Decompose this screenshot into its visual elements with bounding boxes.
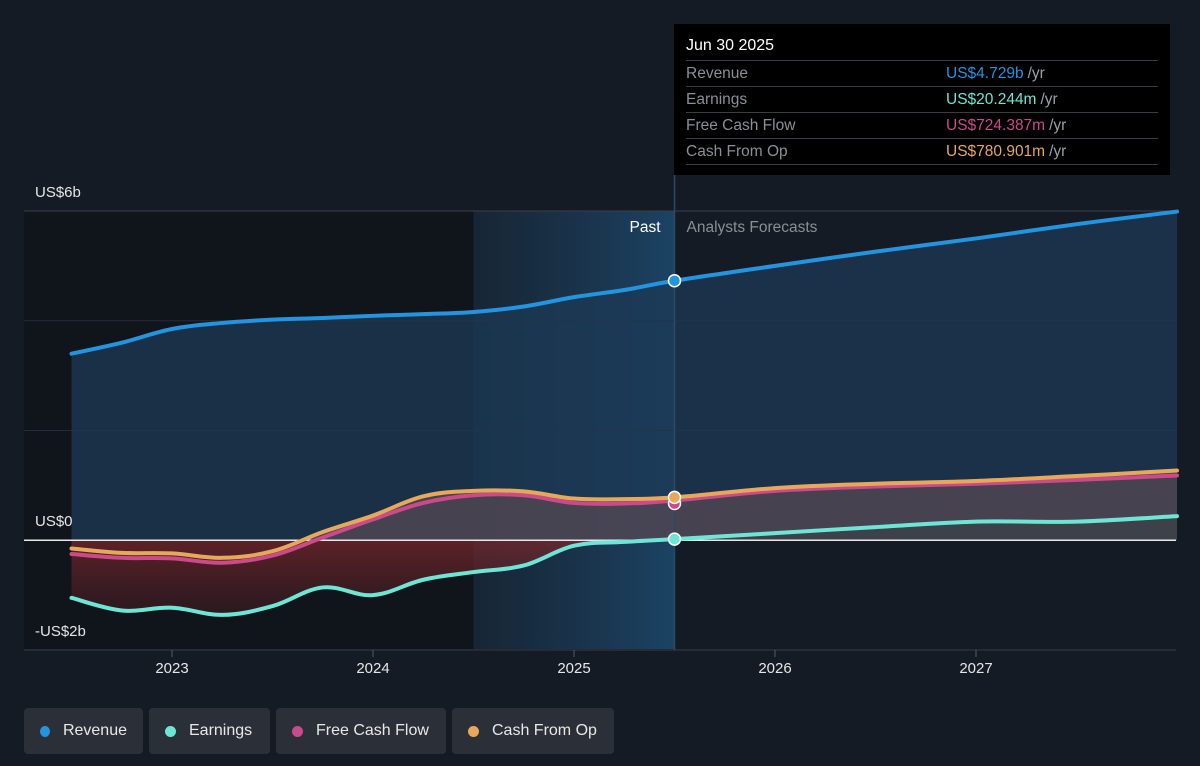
x-tick-label: 2023 [155, 660, 189, 677]
tooltip-unit: /yr [1040, 91, 1058, 108]
tooltip-date: Jun 30 2025 [686, 36, 1158, 61]
tooltip-label: Free Cash Flow [686, 117, 796, 134]
negative-area [71, 540, 1177, 615]
tooltip-label: Cash From Op [686, 143, 788, 160]
x-tick-label: 2025 [557, 660, 591, 677]
legend-label: Cash From Op [492, 722, 597, 739]
tooltip-label: Revenue [686, 65, 749, 82]
legend-label: Free Cash Flow [316, 722, 429, 739]
cash-from-op-dot-icon [468, 725, 479, 737]
cash-from-op-line [69, 468, 1179, 560]
earnings-positive-area [71, 516, 1177, 541]
tooltip-row-revenue: Revenue US$4.729b /yr [686, 61, 1158, 87]
legend: Revenue Earnings Free Cash Flow Cash Fro… [24, 708, 614, 754]
tooltip-unit: /yr [1049, 117, 1067, 134]
free-cash-flow-line [69, 473, 1179, 565]
revenue-dot-icon [40, 725, 50, 737]
y-tick-label-neg2b: -US$2b [35, 623, 86, 640]
x-tick-label: 2027 [959, 660, 993, 677]
tooltip-label: Earnings [686, 91, 748, 108]
revenue-marker [667, 273, 682, 288]
revenue-line [69, 209, 1179, 356]
cash-from-op-marker [667, 490, 682, 505]
series-lines [69, 209, 1179, 617]
past-label: Past [629, 219, 661, 236]
x-tick-label: 2024 [356, 660, 390, 677]
tooltip-value: US$780.901m [946, 143, 1046, 160]
y-tick-label-6b: US$6b [35, 184, 81, 201]
tooltip-value: US$724.387m [946, 117, 1046, 134]
tooltip: Jun 30 2025 Revenue US$4.729b /yr Earnin… [674, 24, 1170, 175]
tooltip-unit: /yr [1049, 143, 1067, 160]
earnings-dot-icon [165, 725, 176, 737]
forecast-label: Analysts Forecasts [686, 219, 818, 236]
earnings-marker [667, 532, 682, 546]
tooltip-value: US$20.244m [946, 91, 1037, 108]
tooltip-row-free-cash-flow: Free Cash Flow US$724.387m /yr [686, 113, 1158, 139]
legend-item-earnings[interactable]: Earnings [149, 708, 270, 754]
revenue-area [71, 211, 1177, 541]
legend-label: Revenue [62, 722, 127, 739]
tooltip-unit: /yr [1027, 65, 1045, 82]
legend-item-revenue[interactable]: Revenue [24, 708, 143, 754]
earnings-line [69, 514, 1179, 617]
x-axis [171, 650, 977, 657]
legend-item-cash-from-op[interactable]: Cash From Op [452, 708, 614, 754]
legend-item-free-cash-flow[interactable]: Free Cash Flow [276, 708, 446, 754]
legend-label: Earnings [189, 722, 253, 739]
tooltip-value: US$4.729b [946, 65, 1024, 82]
free-cash-flow-dot-icon [292, 725, 303, 737]
tooltip-row-cash-from-op: Cash From Op US$780.901m /yr [686, 139, 1158, 165]
tooltip-row-earnings: Earnings US$20.244m /yr [686, 87, 1158, 113]
x-tick-label: 2026 [758, 660, 792, 677]
highlight-markers [667, 273, 682, 546]
y-tick-label-0: US$0 [35, 513, 73, 531]
